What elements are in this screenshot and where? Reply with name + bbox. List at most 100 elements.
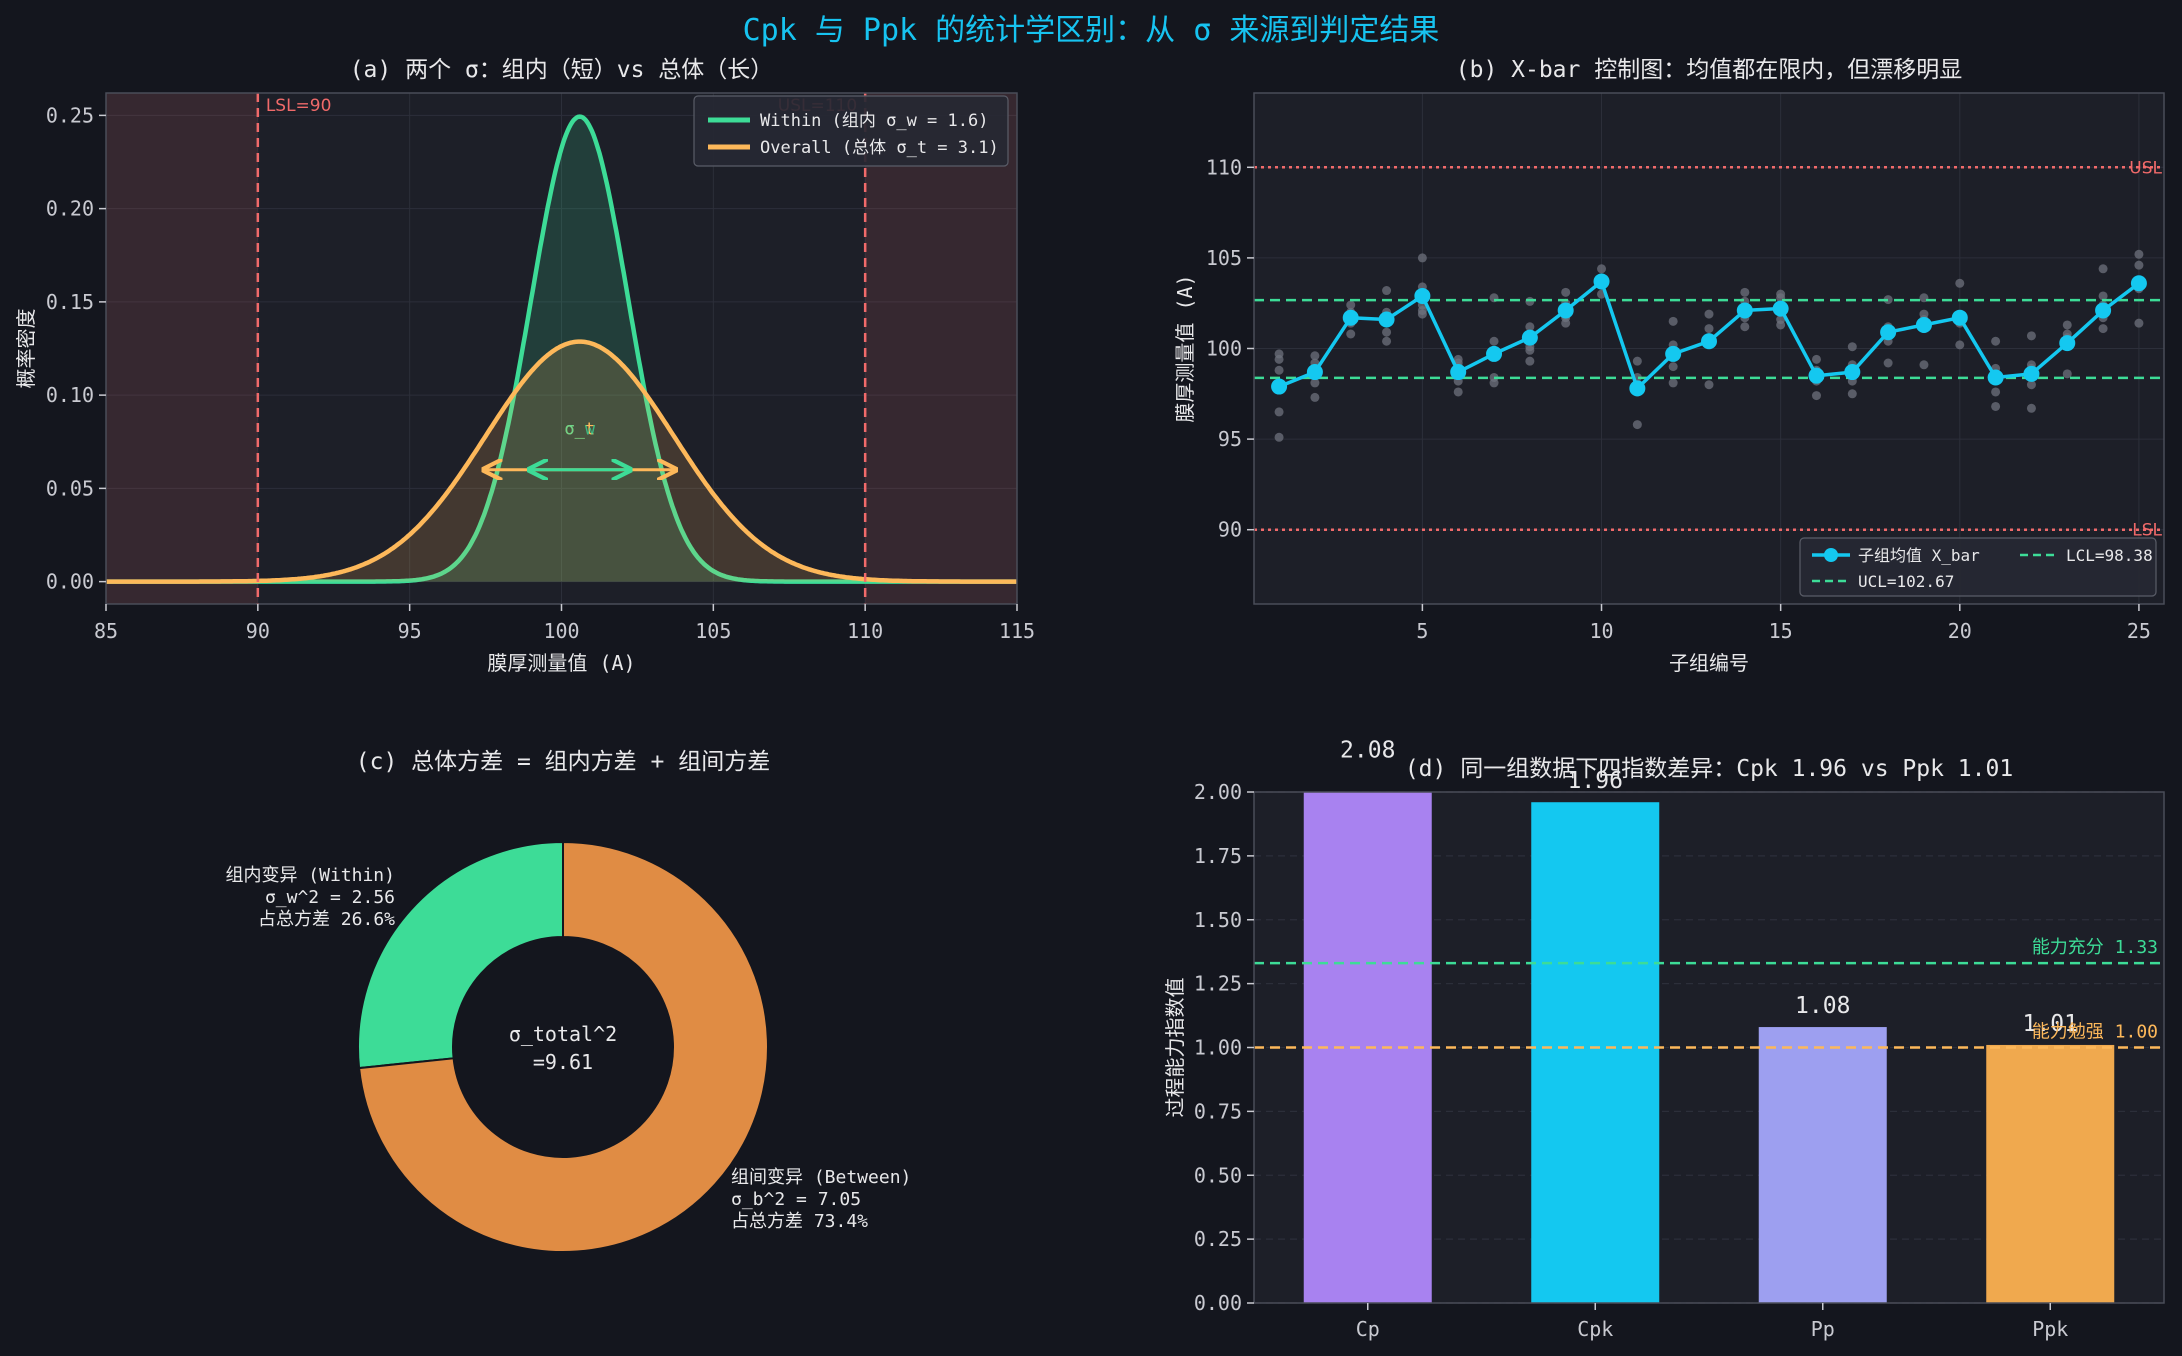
xbar-point [1271, 378, 1288, 395]
x-axis-label: 膜厚测量值 (A) [487, 651, 635, 675]
bar-value-label: 1.01 [2023, 1011, 2078, 1037]
legend-label: Within (组内 σ_w = 1.6) [760, 111, 988, 131]
y-axis-label: 膜厚测量值 (A) [1173, 274, 1197, 422]
panel-b-title: (b) X-bar 控制图：均值都在限内，但漂移明显 [1456, 57, 1962, 83]
raw-data-point [1453, 387, 1463, 397]
pie-label-within: 组内变异 (Within) [225, 865, 395, 886]
bar-pp [1758, 1027, 1887, 1303]
legend-box [693, 95, 1009, 167]
raw-data-point [1525, 345, 1535, 355]
xbar-point [2095, 302, 2112, 319]
x-tick-label: 110 [847, 619, 883, 643]
sigma-w-annotation: σ_w [564, 419, 595, 439]
legend-label: LCL=98.38 [2066, 546, 2153, 565]
x-tick-label: 15 [1769, 619, 1793, 643]
pie-label-within: 占总方差 26.6% [258, 909, 395, 930]
bar-value-label: 1.96 [1568, 768, 1623, 794]
y-tick-label: 0.15 [46, 290, 94, 314]
raw-data-point [1955, 340, 1965, 350]
y-tick-label: 1.75 [1194, 844, 1242, 868]
xbar-point [1987, 369, 2004, 386]
raw-data-point [1310, 392, 1320, 402]
panel-d-title: (d) 同一组数据下四指数差异：Cpk 1.96 vs Ppk 1.01 [1405, 756, 2013, 782]
lsl-label: LSL [2132, 521, 2162, 541]
xbar-point [2059, 335, 2076, 352]
y-tick-label: 0.10 [46, 383, 94, 407]
raw-data-point [2026, 331, 2036, 341]
raw-data-point [1847, 342, 1857, 352]
figure-title: Cpk 与 Ppk 的统计学区别：从 σ 来源到判定结果 [743, 13, 1440, 48]
y-tick-label: 0.00 [46, 570, 94, 594]
xbar-point [2130, 275, 2147, 292]
raw-data-point [1883, 358, 1893, 368]
legend-label: UCL=102.67 [1858, 572, 1954, 591]
x-tick-label: 105 [695, 619, 731, 643]
raw-data-point [1919, 360, 1929, 370]
xbar-point [1521, 329, 1538, 346]
y-tick-label: 95 [1218, 427, 1242, 451]
pie-label-between: σ_b^2 = 7.05 [731, 1189, 861, 1210]
y-tick-label: 0.25 [1194, 1227, 1242, 1251]
density-fill-within [106, 116, 1017, 582]
legend-box [1799, 537, 2157, 597]
raw-data-point [1274, 365, 1284, 375]
xbar-point [1557, 302, 1574, 319]
raw-data-point [1668, 316, 1678, 326]
pie-label-between: 占总方差 73.4% [731, 1211, 868, 1232]
y-axis-label: 概率密度 [14, 309, 38, 389]
raw-data-point [1991, 387, 2001, 397]
y-tick-label: 0.20 [46, 197, 94, 221]
xbar-point [1378, 311, 1395, 328]
x-tick-label: 115 [999, 619, 1035, 643]
x-tick-label: 90 [246, 619, 270, 643]
raw-data-point [1417, 253, 1427, 263]
xbar-point [1701, 333, 1717, 350]
raw-data-point [1382, 327, 1392, 337]
x-tick-label: Cpk [1577, 1317, 1613, 1341]
x-tick-label: Pp [1811, 1317, 1835, 1341]
legend-label: 子组均值 X_bar [1858, 546, 1980, 565]
raw-data-point [1704, 309, 1714, 319]
raw-data-point [1955, 278, 1965, 288]
raw-data-point [1632, 356, 1642, 366]
xbar-point [1593, 273, 1610, 290]
raw-data-point [1597, 264, 1607, 274]
y-tick-label: 2.00 [1194, 780, 1242, 804]
xbar-point [1629, 380, 1646, 397]
raw-data-point [1991, 336, 2001, 346]
panel-b: USL LSL 5 10 15 20 25 90 95 100 105 110 (b) X-bar 控制… [1173, 57, 2165, 675]
raw-data-point [1704, 324, 1714, 334]
raw-data-point [1561, 287, 1571, 297]
y-tick-label: 0.25 [46, 103, 94, 127]
xbar-point [1844, 364, 1861, 381]
xbar-point [1665, 345, 1682, 362]
x-tick-label: 20 [1948, 619, 1972, 643]
xbar-point [1951, 309, 1968, 326]
raw-data-point [2062, 320, 2072, 330]
raw-data-point [1811, 391, 1821, 401]
y-tick-label: 100 [1206, 337, 1242, 361]
panel-c-title: (c) 总体方差 = 组内方差 + 组间方差 [356, 749, 770, 775]
sigma-t-annotation: σ_t [564, 419, 595, 439]
pie-label-within: σ_w^2 = 2.56 [265, 887, 395, 908]
raw-data-point [1310, 351, 1320, 361]
raw-data-point [1740, 322, 1750, 332]
y-tick-label: 1.25 [1194, 972, 1242, 996]
raw-data-point [2026, 403, 2036, 413]
pie-slice-between [357, 840, 769, 1253]
raw-data-point [2134, 249, 2144, 259]
raw-data-point [1919, 309, 1929, 319]
y-tick-label: 1.00 [1194, 1036, 1242, 1060]
raw-data-point [1740, 287, 1750, 297]
raw-data-point [1382, 286, 1392, 296]
pie-slice-within [357, 840, 564, 1070]
xbar-point [1808, 367, 1825, 384]
raw-data-point [1668, 362, 1678, 372]
xbar-point [1772, 300, 1789, 317]
y-axis-label: 过程能力指数值 [1163, 978, 1187, 1118]
x-tick-label: Ppk [2032, 1317, 2068, 1341]
raw-data-point [1274, 407, 1284, 417]
raw-data-point [2026, 380, 2036, 390]
raw-data-point [1704, 380, 1714, 390]
